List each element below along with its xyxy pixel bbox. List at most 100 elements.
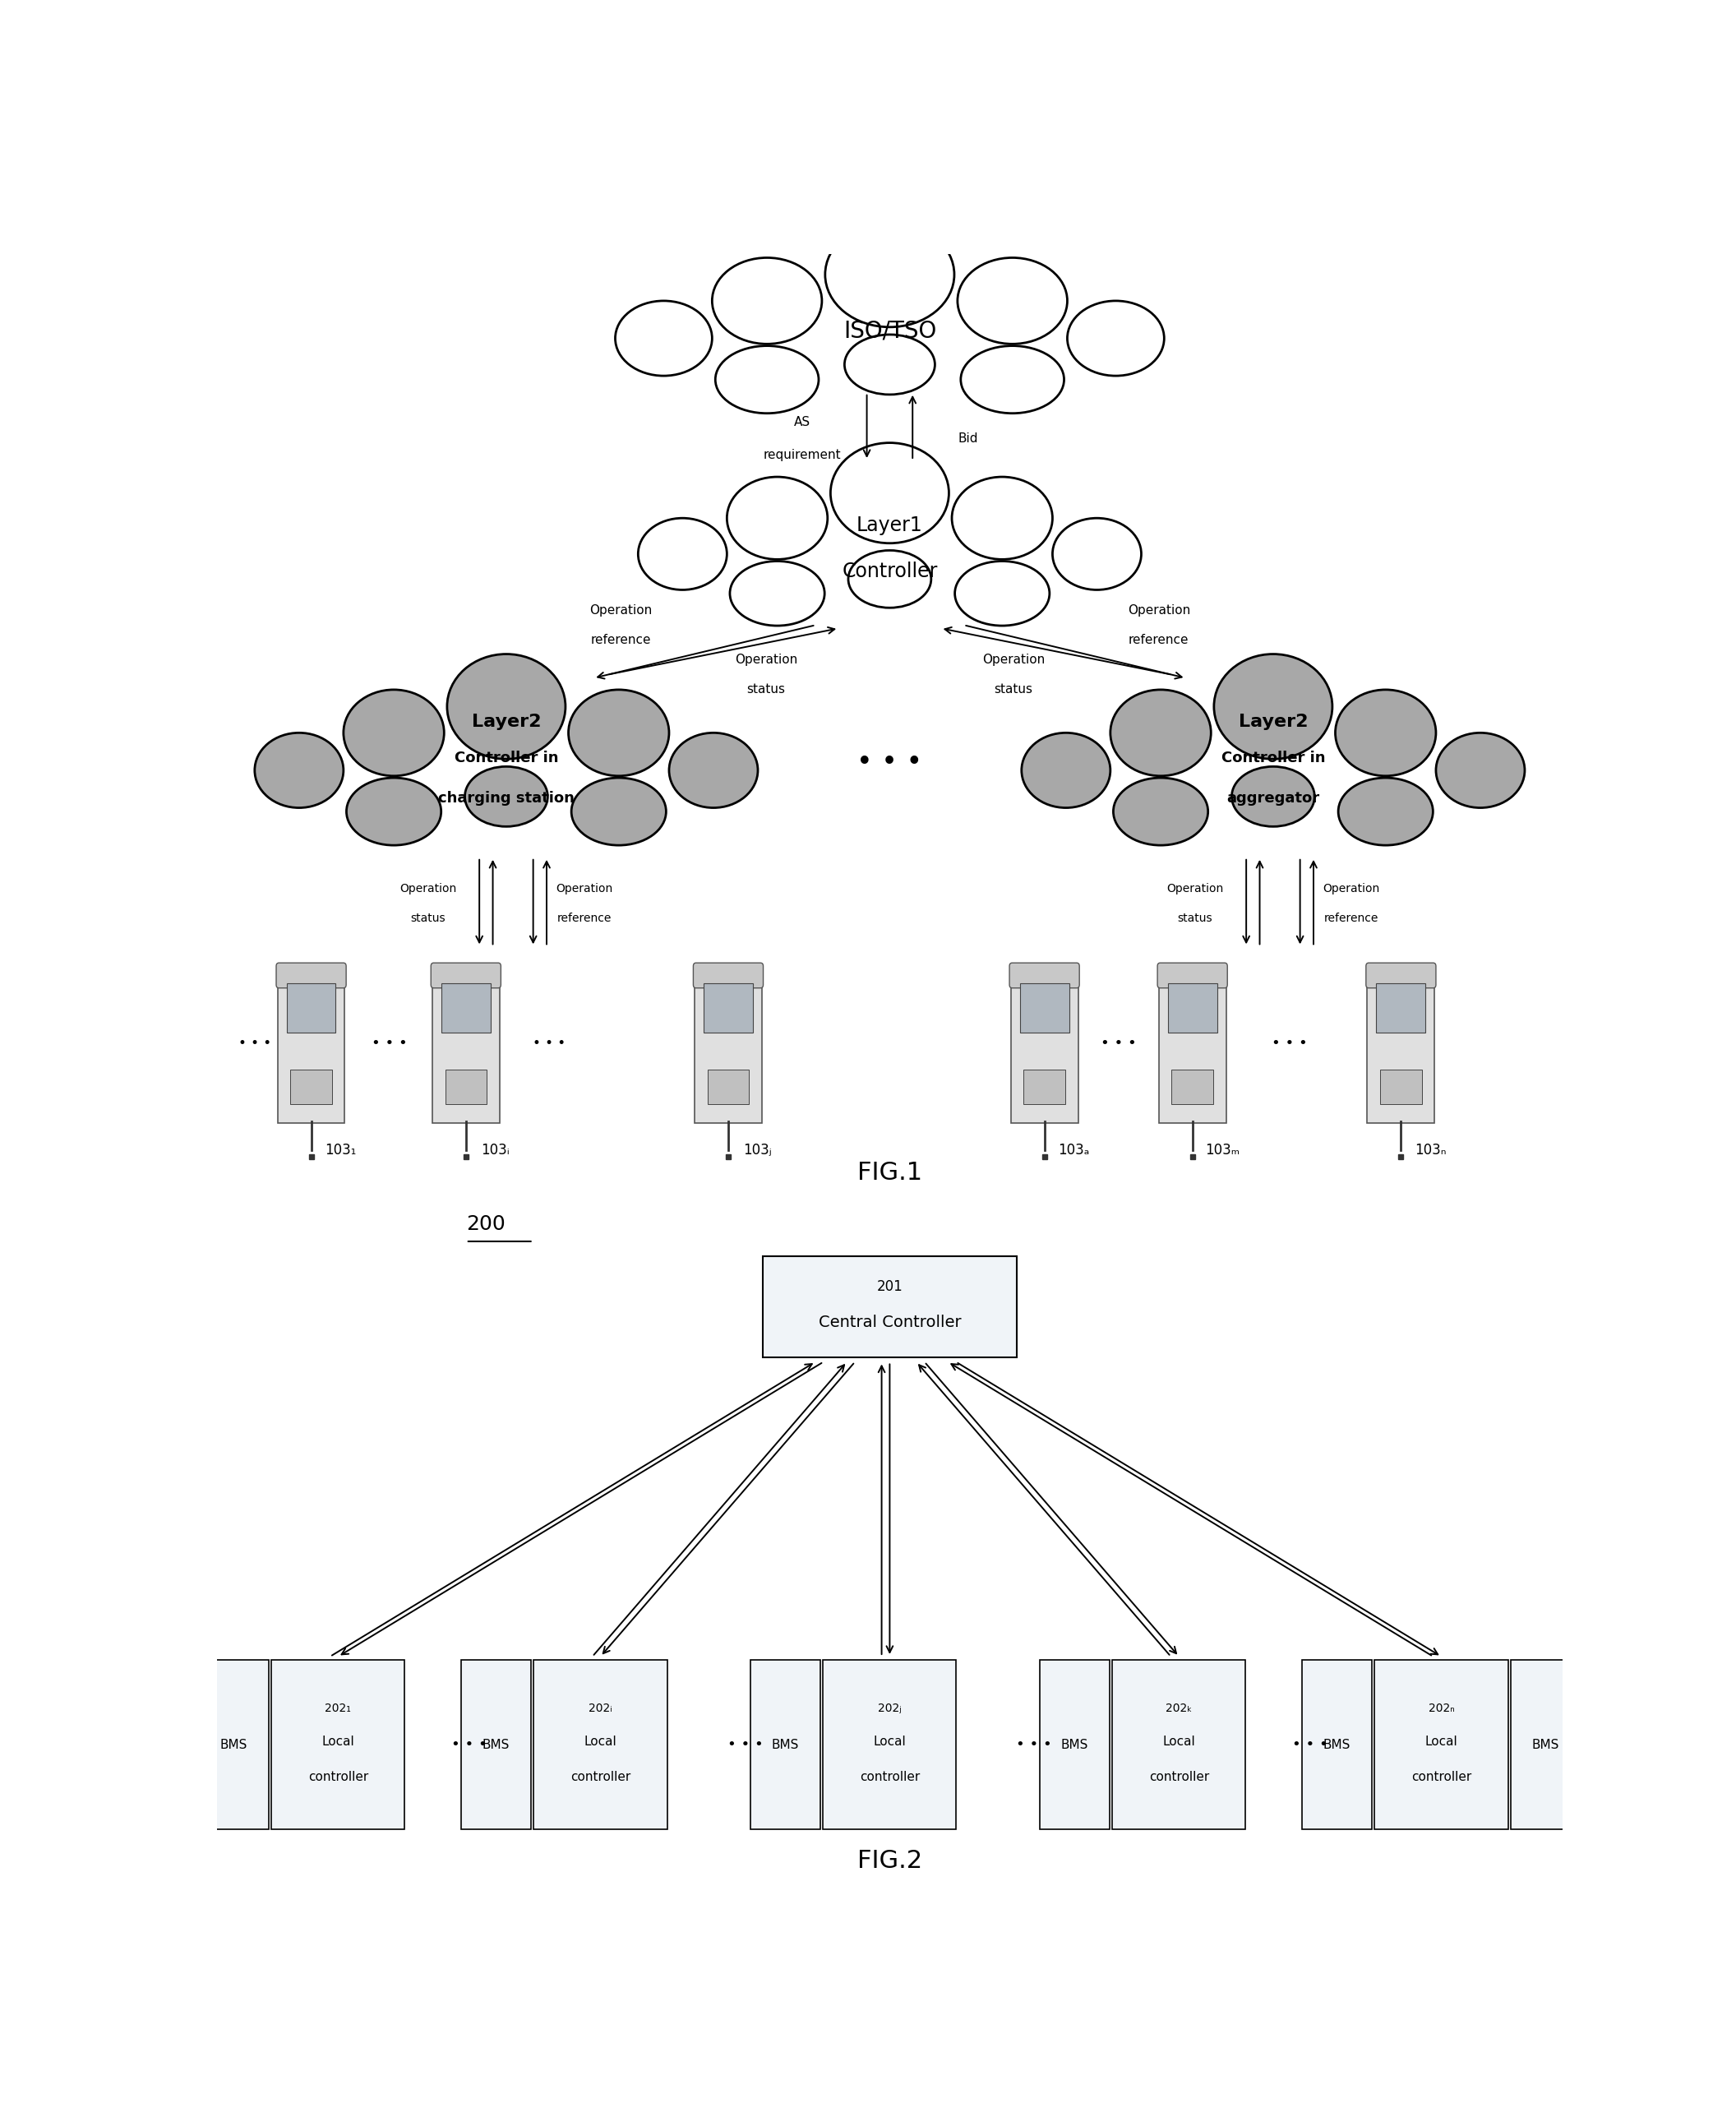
FancyBboxPatch shape xyxy=(462,1660,531,1829)
Text: controller: controller xyxy=(859,1772,920,1783)
FancyBboxPatch shape xyxy=(1040,1660,1109,1829)
FancyBboxPatch shape xyxy=(1168,982,1217,1033)
Text: status: status xyxy=(1177,912,1213,923)
Ellipse shape xyxy=(1338,777,1432,845)
Text: Layer2: Layer2 xyxy=(1238,713,1307,730)
Text: charging station: charging station xyxy=(437,792,575,807)
FancyBboxPatch shape xyxy=(1009,963,1080,989)
Ellipse shape xyxy=(465,766,547,826)
Text: BMS: BMS xyxy=(1061,1738,1088,1751)
Text: BMS: BMS xyxy=(773,1738,799,1751)
Text: ISO/TSO: ISO/TSO xyxy=(844,320,936,343)
Ellipse shape xyxy=(1021,732,1111,809)
Text: • • •: • • • xyxy=(238,1035,271,1050)
Text: • • •: • • • xyxy=(451,1738,488,1753)
FancyBboxPatch shape xyxy=(432,965,500,1122)
FancyBboxPatch shape xyxy=(694,965,762,1122)
Text: Local: Local xyxy=(873,1736,906,1747)
FancyBboxPatch shape xyxy=(200,1660,269,1829)
Text: reference: reference xyxy=(557,912,611,923)
Ellipse shape xyxy=(1068,301,1165,377)
Text: Bid: Bid xyxy=(958,432,977,445)
Text: 202ₖ: 202ₖ xyxy=(1167,1702,1193,1715)
Text: aggregator: aggregator xyxy=(1227,792,1319,807)
Text: Controller: Controller xyxy=(842,561,937,582)
Text: • • •: • • • xyxy=(1101,1035,1137,1050)
Text: Operation: Operation xyxy=(589,605,653,616)
Text: 103ⱼ: 103ⱼ xyxy=(743,1143,773,1158)
Text: Operation: Operation xyxy=(734,654,797,667)
Text: BMS: BMS xyxy=(1531,1738,1559,1751)
Ellipse shape xyxy=(1113,777,1208,845)
FancyBboxPatch shape xyxy=(535,1660,667,1829)
FancyBboxPatch shape xyxy=(1172,1069,1213,1105)
Ellipse shape xyxy=(1052,519,1141,591)
Ellipse shape xyxy=(1213,654,1332,760)
Ellipse shape xyxy=(960,345,1064,413)
Ellipse shape xyxy=(1436,732,1524,809)
Text: Local: Local xyxy=(1163,1736,1196,1747)
FancyBboxPatch shape xyxy=(1377,982,1425,1033)
FancyBboxPatch shape xyxy=(1380,1069,1422,1105)
Ellipse shape xyxy=(727,476,828,559)
FancyBboxPatch shape xyxy=(271,1660,404,1829)
Text: controller: controller xyxy=(1149,1772,1208,1783)
Text: status: status xyxy=(411,912,446,923)
Text: • • •: • • • xyxy=(1271,1035,1307,1050)
Text: Local: Local xyxy=(1425,1736,1458,1747)
Text: status: status xyxy=(995,684,1033,694)
Ellipse shape xyxy=(347,777,441,845)
Ellipse shape xyxy=(615,301,712,377)
Ellipse shape xyxy=(958,258,1068,343)
Text: 200: 200 xyxy=(465,1215,505,1234)
Text: FIG.1: FIG.1 xyxy=(858,1162,922,1186)
Text: BMS: BMS xyxy=(1323,1738,1351,1751)
Text: reference: reference xyxy=(1325,912,1378,923)
Text: • • •: • • • xyxy=(372,1035,408,1050)
Ellipse shape xyxy=(715,345,819,413)
Ellipse shape xyxy=(1111,690,1212,777)
Ellipse shape xyxy=(1335,690,1436,777)
FancyBboxPatch shape xyxy=(431,963,502,989)
Ellipse shape xyxy=(712,258,821,343)
FancyBboxPatch shape xyxy=(290,1069,332,1105)
Ellipse shape xyxy=(955,561,1050,627)
FancyBboxPatch shape xyxy=(1019,982,1069,1033)
FancyBboxPatch shape xyxy=(286,982,335,1033)
FancyBboxPatch shape xyxy=(1113,1660,1245,1829)
FancyBboxPatch shape xyxy=(278,965,345,1122)
Text: 103₁: 103₁ xyxy=(325,1143,356,1158)
Text: • • •: • • • xyxy=(858,749,922,777)
FancyBboxPatch shape xyxy=(1375,1660,1509,1829)
Text: 201: 201 xyxy=(877,1279,903,1293)
Text: Layer2: Layer2 xyxy=(472,713,542,730)
Text: 103ᵢ: 103ᵢ xyxy=(481,1143,510,1158)
Ellipse shape xyxy=(849,550,930,608)
FancyBboxPatch shape xyxy=(703,982,753,1033)
Ellipse shape xyxy=(729,561,825,627)
FancyBboxPatch shape xyxy=(1160,965,1226,1122)
FancyBboxPatch shape xyxy=(444,1069,486,1105)
Text: 202₁: 202₁ xyxy=(325,1702,351,1715)
Ellipse shape xyxy=(571,777,667,845)
Text: Operation: Operation xyxy=(556,883,613,895)
Text: controller: controller xyxy=(571,1772,630,1783)
Text: Operation: Operation xyxy=(1127,605,1191,616)
Text: Operation: Operation xyxy=(1323,883,1380,895)
Text: Operation: Operation xyxy=(1167,883,1224,895)
FancyBboxPatch shape xyxy=(1010,965,1078,1122)
Text: Controller in: Controller in xyxy=(1220,752,1325,766)
FancyBboxPatch shape xyxy=(693,963,764,989)
Text: 202ᵢ: 202ᵢ xyxy=(589,1702,613,1715)
Text: requirement: requirement xyxy=(764,449,842,462)
FancyBboxPatch shape xyxy=(1158,963,1227,989)
Ellipse shape xyxy=(639,519,727,591)
Text: Layer1: Layer1 xyxy=(856,517,924,536)
Text: • • •: • • • xyxy=(1292,1738,1328,1753)
Text: controller: controller xyxy=(1411,1772,1472,1783)
FancyBboxPatch shape xyxy=(1302,1660,1371,1829)
Text: • • •: • • • xyxy=(1016,1738,1052,1753)
Ellipse shape xyxy=(1233,766,1314,826)
FancyBboxPatch shape xyxy=(708,1069,748,1105)
FancyBboxPatch shape xyxy=(823,1660,957,1829)
